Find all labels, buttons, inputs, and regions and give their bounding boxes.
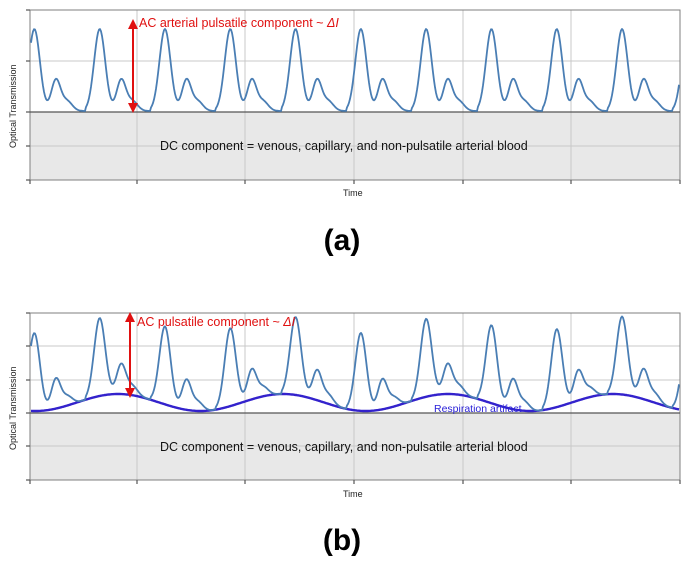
panel-b: AC pulsatile component ~ ΔI Respiration … bbox=[8, 312, 681, 557]
panel-b-dc-label: DC component = venous, capillary, and no… bbox=[160, 440, 528, 454]
panel-b-x-ticks bbox=[29, 480, 681, 484]
panel-a-x-ticks bbox=[29, 180, 681, 184]
panel-a-ac-annotation: AC arterial pulsatile component ~ ΔI bbox=[139, 16, 339, 30]
panel-a-y-axis-label: Optical Transmission bbox=[8, 64, 18, 148]
panel-b-ac-symbol: ΔI bbox=[282, 315, 295, 329]
panel-a-ac-symbol: ΔI bbox=[326, 16, 339, 30]
panel-a-dc-label: DC component = venous, capillary, and no… bbox=[160, 139, 528, 153]
panel-b-ac-label: AC pulsatile component ~ bbox=[137, 315, 283, 329]
panel-b-y-ticks bbox=[26, 312, 30, 481]
panel-b-x-axis-label: Time bbox=[343, 489, 363, 499]
panel-a-ac-label: AC arterial pulsatile component ~ bbox=[139, 16, 327, 30]
panel-a-y-ticks bbox=[26, 9, 30, 181]
panel-a: AC arterial pulsatile component ~ ΔI DC … bbox=[8, 9, 681, 257]
panel-b-ppg-waveform bbox=[30, 315, 680, 412]
panel-b-respiration-label: Respiration artifact bbox=[434, 403, 522, 415]
panel-a-x-axis-label: Time bbox=[343, 188, 363, 198]
panel-b-caption: (b) bbox=[323, 524, 361, 557]
panel-b-respiration-curve bbox=[31, 392, 680, 413]
panel-a-caption: (a) bbox=[324, 224, 361, 257]
panel-a-ppg-waveform bbox=[30, 28, 680, 112]
panel-b-y-axis-label: Optical Transmission bbox=[8, 366, 18, 450]
panel-a-frame bbox=[29, 9, 681, 181]
panel-b-grid bbox=[30, 313, 680, 480]
panel-b-ac-annotation: AC pulsatile component ~ ΔI bbox=[137, 315, 296, 329]
panel-b-frame bbox=[29, 312, 681, 481]
